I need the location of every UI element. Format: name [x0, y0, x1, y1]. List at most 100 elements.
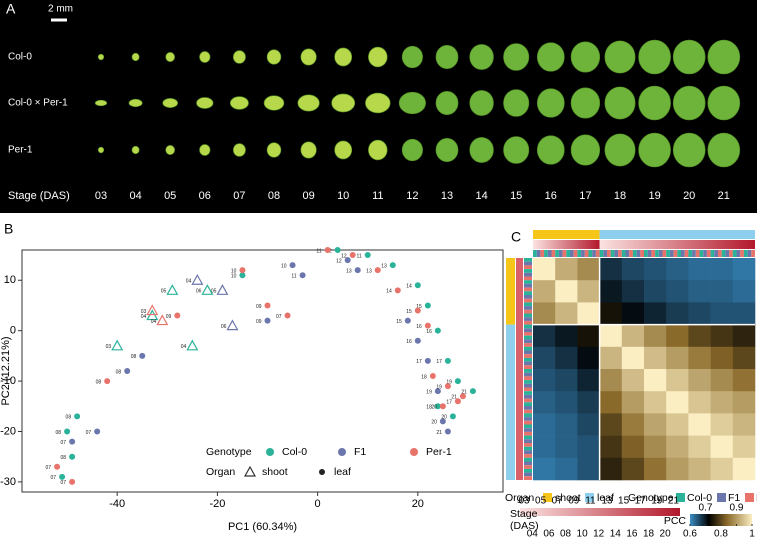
- heatmap-cell: [688, 413, 711, 436]
- genotype-bar: [725, 250, 730, 257]
- point-leaf: [324, 247, 331, 253]
- seedling-image: [128, 98, 143, 108]
- stage-label: 20: [683, 190, 695, 202]
- genotype-bar: [740, 250, 744, 257]
- point-leaf: [64, 428, 71, 435]
- genotype-bar: [524, 324, 532, 329]
- point-label: 19: [436, 384, 442, 390]
- heatmap-cell: [710, 346, 734, 370]
- stage-legend-label: 14: [610, 529, 622, 540]
- point-leaf: [344, 257, 351, 264]
- seedling-image: [398, 91, 426, 115]
- stage-legend-label: 09: [568, 496, 580, 507]
- stage-label: 12: [406, 190, 418, 202]
- point-leaf: [404, 317, 411, 324]
- heatmap-cell: [621, 280, 645, 303]
- heatmap-cell: [577, 369, 600, 392]
- point-label: 13: [381, 263, 387, 269]
- point-label: 10: [231, 274, 237, 280]
- point-label: 14: [406, 284, 412, 290]
- heatmap-cell: [666, 435, 689, 459]
- row-label: Col-0 × Per-1: [8, 98, 68, 109]
- point-label: 16: [416, 324, 422, 330]
- stage-legend-label: 18: [643, 529, 655, 540]
- y-tick-label: -30: [0, 476, 16, 488]
- genotype-bar: [566, 250, 570, 257]
- stage-label: 05: [164, 190, 176, 202]
- legend-label: Col-0: [687, 492, 712, 504]
- point-shoot: [201, 284, 214, 295]
- genotype-bar: [703, 250, 707, 257]
- heatmap-cell: [599, 302, 623, 325]
- heatmap-cell: [710, 302, 734, 325]
- point-label: 11: [291, 274, 296, 280]
- point-leaf: [424, 322, 431, 329]
- heatmap-cell: [688, 369, 711, 392]
- point-leaf: [69, 453, 76, 460]
- genotype-bar: [524, 280, 532, 284]
- stage-legend-label: 11: [585, 496, 596, 507]
- heatmap-cell: [644, 258, 667, 281]
- point-leaf: [434, 388, 441, 395]
- point-label: 04: [141, 314, 147, 320]
- genotype-bar: [621, 250, 626, 257]
- genotype-bar: [524, 387, 532, 392]
- colorbar-tick-label: 0.9: [730, 503, 744, 514]
- genotype-bar: [524, 376, 532, 381]
- seedling-image: [199, 51, 211, 63]
- point-label: 07: [61, 480, 67, 486]
- genotype-bar: [603, 250, 607, 257]
- point-label: 15: [406, 309, 412, 315]
- point-leaf: [104, 378, 111, 385]
- legend-label: shoot: [262, 466, 288, 478]
- point-leaf: [389, 262, 396, 269]
- genotype-bar: [644, 250, 648, 257]
- point-label: 20: [431, 420, 437, 426]
- heatmap-cell: [732, 258, 756, 281]
- stage-bar: [516, 258, 523, 480]
- y-axis-label: PC2 (12.21%): [0, 336, 12, 405]
- point-label: 14: [386, 289, 392, 295]
- point-leaf: [424, 302, 431, 309]
- point-label: 08: [56, 430, 62, 436]
- point-label: 18: [426, 405, 432, 411]
- genotype-bar: [684, 250, 689, 257]
- stage-label: 08: [268, 190, 280, 202]
- legend-title: Genotype: [206, 446, 252, 458]
- stage-legend-label: 05: [535, 496, 547, 507]
- heatmap-cell: [710, 413, 734, 436]
- point-label: 04: [186, 279, 192, 285]
- heatmap-cell: [621, 302, 645, 325]
- point-leaf: [444, 428, 451, 435]
- heatmap-cell: [577, 302, 600, 325]
- heatmap-cell: [533, 346, 556, 370]
- genotype-bar: [524, 424, 532, 429]
- seedling-image: [131, 145, 140, 155]
- stage-legend-label: 03: [518, 496, 530, 507]
- x-tick-label: 20: [412, 498, 424, 510]
- stage-label: 11: [372, 190, 383, 202]
- heatmap-cell: [577, 324, 600, 348]
- seedling-image: [365, 92, 391, 114]
- genotype-bar: [547, 250, 552, 257]
- genotype-bar: [524, 450, 532, 455]
- legend-label: F1: [728, 492, 740, 504]
- genotype-bar: [524, 272, 532, 277]
- genotype-bar: [655, 250, 659, 257]
- genotype-bar: [524, 328, 532, 332]
- point-label: 15: [396, 319, 402, 325]
- heatmap-cell: [533, 457, 556, 481]
- heatmap-cell: [599, 391, 623, 414]
- heatmap-cell: [555, 258, 578, 281]
- point-leaf: [439, 403, 446, 410]
- heatmap-cell: [688, 258, 711, 281]
- seedling-image: [503, 136, 530, 164]
- seedling-image: [266, 142, 282, 158]
- heatmap-cell: [599, 280, 623, 303]
- heatmap-cell: [577, 258, 600, 281]
- heatmap-cell: [644, 346, 667, 370]
- genotype-bar: [588, 250, 593, 257]
- point-label: 06: [221, 324, 227, 330]
- genotype-bar: [524, 346, 532, 351]
- heatmap-cell: [732, 391, 756, 414]
